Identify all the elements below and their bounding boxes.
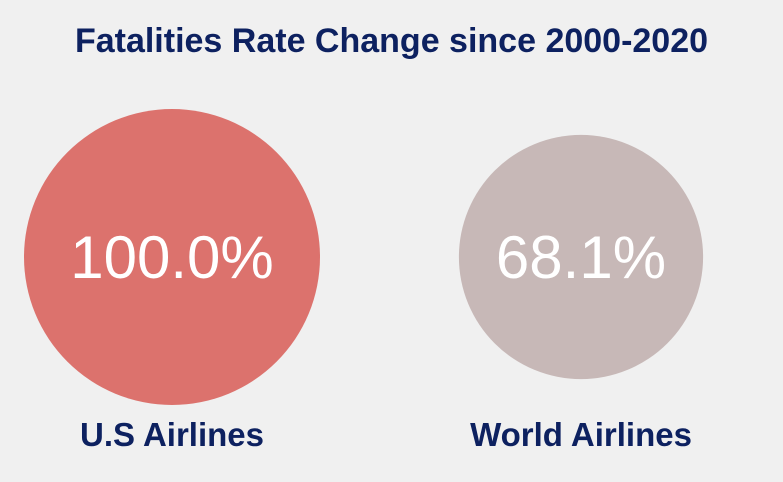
category-label-u-s-airlines: U.S Airlines xyxy=(80,416,264,453)
chart-title: Fatalities Rate Change since 2000-2020 xyxy=(74,22,709,60)
bubble-world-airlines xyxy=(458,134,704,380)
value-label-world-airlines: 68.1% xyxy=(496,224,666,291)
category-label-world-airlines: World Airlines xyxy=(470,416,692,453)
bubble-u-s-airlines xyxy=(24,109,320,405)
value-label-u-s-airlines: 100.0% xyxy=(70,224,274,291)
